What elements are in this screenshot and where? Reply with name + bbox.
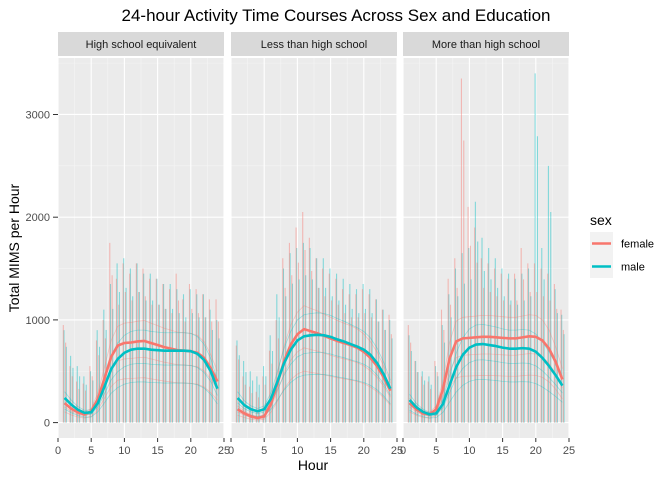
male-smooth-line bbox=[408, 342, 564, 416]
x-tick-label: 25 bbox=[218, 445, 230, 457]
facet-strip-label: Less than high school bbox=[261, 39, 367, 51]
female-participant-line bbox=[64, 320, 218, 413]
facet-strip-label: High school equivalent bbox=[86, 39, 197, 51]
x-axis-title: Hour bbox=[298, 457, 329, 473]
male-participant-line bbox=[237, 312, 391, 409]
female-participant-line bbox=[237, 370, 391, 421]
x-tick-label: 0 bbox=[55, 445, 61, 457]
x-tick-label: 20 bbox=[185, 445, 197, 457]
female-participant-line bbox=[409, 374, 563, 419]
facet-strip bbox=[231, 32, 397, 56]
male-participant-line bbox=[64, 329, 218, 411]
facet-panel: High school equivalent 0 5 10 15 20 25 bbox=[55, 32, 230, 457]
legend-title: sex bbox=[590, 212, 612, 228]
x-tick-label: 5 bbox=[433, 445, 439, 457]
x-tick-label: 25 bbox=[563, 445, 575, 457]
y-axis-title: Total MIMS per Hour bbox=[6, 183, 22, 312]
x-tick-label: 5 bbox=[88, 445, 94, 457]
facet-strip bbox=[403, 32, 569, 56]
facet-strip bbox=[58, 32, 224, 56]
x-tick-label: 15 bbox=[496, 445, 508, 457]
female-smooth-line bbox=[236, 327, 392, 420]
x-tick-label: 15 bbox=[324, 445, 336, 457]
chart-title: 24-hour Activity Time Courses Across Sex… bbox=[122, 6, 551, 25]
male-participant-line bbox=[237, 351, 391, 414]
x-tick-label: 20 bbox=[358, 445, 370, 457]
x-tick-label: 20 bbox=[530, 445, 542, 457]
x-tick-label: 0 bbox=[228, 445, 234, 457]
facet-panel: Less than high school 0 5 10 15 20 25 bbox=[228, 32, 403, 457]
x-tick-label: 25 bbox=[391, 445, 403, 457]
facet-strip-label: More than high school bbox=[432, 39, 540, 51]
female-participant-line bbox=[409, 314, 563, 413]
female-participant-line bbox=[237, 305, 391, 418]
female-smooth-line bbox=[408, 335, 564, 416]
x-tick-label: 10 bbox=[463, 445, 475, 457]
male-smooth-line bbox=[63, 347, 219, 415]
female-participant-line bbox=[64, 377, 218, 419]
x-tick-label: 15 bbox=[151, 445, 163, 457]
male-participant-line bbox=[409, 359, 563, 417]
x-tick-label: 10 bbox=[118, 445, 130, 457]
x-tick-label: 10 bbox=[291, 445, 303, 457]
y-tick-label: 0 bbox=[44, 418, 50, 430]
y-tick-label: 2000 bbox=[26, 212, 50, 224]
y-tick-label: 1000 bbox=[26, 315, 50, 327]
facet-panel: More than high school 0 5 10 15 20 25 bbox=[400, 32, 575, 457]
legend-label-female: female bbox=[621, 239, 654, 251]
female-participant-line bbox=[64, 356, 218, 417]
male-participant-line bbox=[409, 378, 563, 419]
y-axis: 0 1000 2000 3000 bbox=[26, 109, 58, 430]
legend-label-male: male bbox=[621, 262, 645, 274]
y-tick-label: 3000 bbox=[26, 109, 50, 121]
legend: sex female male bbox=[590, 212, 654, 278]
male-participant-line bbox=[64, 363, 218, 416]
x-tick-label: 5 bbox=[261, 445, 267, 457]
male-smooth-line bbox=[236, 333, 392, 413]
x-tick-label: 0 bbox=[400, 445, 406, 457]
male-participant-line bbox=[64, 381, 218, 418]
